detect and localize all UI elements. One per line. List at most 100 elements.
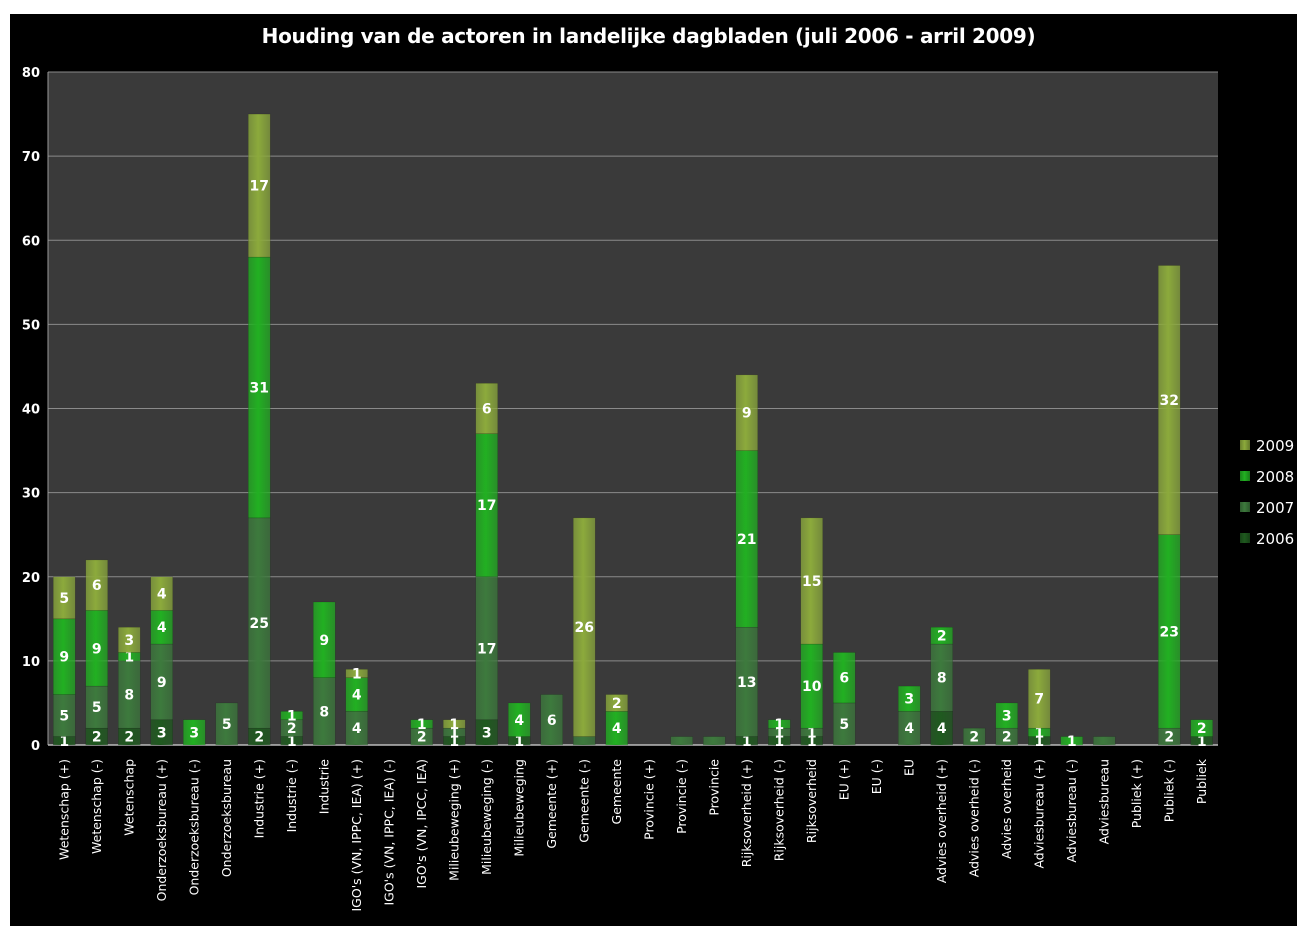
legend-label: 2008 bbox=[1256, 468, 1294, 486]
data-label: 2 bbox=[1197, 721, 1207, 737]
bar-segment-2007 bbox=[670, 736, 693, 746]
data-label: 32 bbox=[1160, 393, 1179, 409]
bar-segment-2008 bbox=[85, 610, 108, 687]
data-label: 3 bbox=[904, 692, 914, 708]
data-label: 6 bbox=[547, 713, 557, 729]
data-label: 9 bbox=[742, 406, 752, 422]
data-label: 4 bbox=[904, 721, 914, 737]
bar-segment-2008 bbox=[930, 626, 953, 645]
data-label: 5 bbox=[222, 717, 232, 733]
bar-segment-2009 bbox=[1028, 669, 1051, 729]
data-label: 10 bbox=[802, 679, 822, 695]
legend-label: 2007 bbox=[1256, 499, 1294, 517]
x-tick-label: Onderzoeksbureau (+) bbox=[154, 759, 169, 901]
bar-segment-2006 bbox=[800, 736, 823, 746]
bar-segment-2006 bbox=[443, 736, 466, 746]
x-tick-label: Rijksoverheid (-) bbox=[771, 759, 786, 861]
x-tick-label: Publiek bbox=[1194, 758, 1209, 804]
data-label: 5 bbox=[92, 700, 102, 716]
data-label: 5 bbox=[59, 591, 69, 607]
x-tick-label: Provincie (+) bbox=[641, 759, 656, 840]
bar-segment-2008 bbox=[118, 652, 141, 662]
bar-segment-2008 bbox=[183, 719, 206, 746]
data-label: 1 bbox=[124, 650, 134, 666]
data-label: 1 bbox=[59, 734, 69, 750]
x-tick-label: EU (-) bbox=[869, 759, 884, 794]
y-tick-label: 30 bbox=[22, 487, 40, 502]
data-label: 4 bbox=[157, 587, 167, 603]
bar-segment-2006 bbox=[768, 736, 791, 746]
x-tick-label: Industrie (+) bbox=[251, 759, 266, 838]
x-tick-label: Adviesbureau (+) bbox=[1031, 759, 1046, 869]
data-label: 8 bbox=[319, 704, 329, 720]
x-tick-label: EU bbox=[901, 759, 916, 776]
chart-title: Houding van de actoren in landelijke dag… bbox=[261, 24, 1036, 48]
y-tick-label: 80 bbox=[22, 66, 40, 81]
data-label: 1 bbox=[287, 734, 297, 750]
x-tick-label: Wetenschap (-) bbox=[89, 759, 104, 854]
data-label: 9 bbox=[157, 675, 167, 691]
bar-segment-2009 bbox=[735, 374, 758, 451]
bar-segment-2009 bbox=[345, 669, 368, 678]
data-label: 3 bbox=[482, 725, 492, 741]
data-label: 17 bbox=[477, 641, 496, 657]
x-tick-label: IGO's (VN, IPCC, IEA) bbox=[414, 759, 429, 889]
bar-segment-2008 bbox=[833, 652, 856, 704]
data-label: 2 bbox=[124, 730, 134, 746]
x-tick-label: Milieubeweging (-) bbox=[479, 759, 494, 875]
data-label: 13 bbox=[737, 675, 756, 691]
bar-segment-2009 bbox=[800, 517, 823, 645]
x-tick-label: Provincie bbox=[706, 759, 721, 816]
x-tick-label: Rijksoverheid bbox=[804, 759, 819, 843]
y-tick-label: 40 bbox=[22, 403, 40, 418]
data-label: 3 bbox=[157, 725, 167, 741]
data-label: 4 bbox=[352, 688, 362, 704]
data-label: 15 bbox=[802, 574, 821, 590]
x-tick-label: EU (+) bbox=[836, 759, 851, 800]
data-label: 1 bbox=[774, 717, 784, 733]
data-label: 26 bbox=[575, 620, 594, 636]
data-label: 4 bbox=[514, 713, 524, 729]
bar-segment-2007 bbox=[1093, 736, 1116, 746]
x-tick-label: Publiek (+) bbox=[1129, 759, 1144, 828]
y-tick-label: 70 bbox=[22, 150, 40, 165]
bar-segment-2008 bbox=[1060, 736, 1083, 746]
bar-segment-2007 bbox=[573, 736, 596, 746]
bar-segment-2007 bbox=[703, 736, 726, 746]
bar-segment-2009 bbox=[605, 694, 628, 712]
x-tick-label: Wetenschap bbox=[121, 759, 136, 836]
data-label: 21 bbox=[737, 532, 756, 548]
bar-segment-2009 bbox=[85, 559, 108, 611]
legend-label: 2006 bbox=[1256, 530, 1294, 548]
x-tick-label: Gemeente (+) bbox=[544, 759, 559, 849]
x-tick-label: Advies overheid bbox=[999, 759, 1014, 859]
data-label: 1 bbox=[742, 734, 752, 750]
x-tick-label: Milieubeweging bbox=[511, 759, 526, 857]
data-label: 1 bbox=[1034, 734, 1044, 750]
data-label: 17 bbox=[250, 179, 269, 195]
data-label: 8 bbox=[124, 688, 134, 704]
bar-segment-2008 bbox=[1190, 719, 1213, 737]
bar-segment-2008 bbox=[280, 711, 303, 721]
bar-segment-2007 bbox=[280, 719, 303, 737]
bar-segment-2008 bbox=[410, 719, 433, 729]
legend-swatch bbox=[1240, 471, 1250, 481]
data-label: 4 bbox=[157, 620, 167, 636]
x-tick-label: Gemeente bbox=[609, 759, 624, 825]
data-label: 4 bbox=[612, 721, 622, 737]
data-label: 1 bbox=[417, 717, 427, 733]
data-label: 3 bbox=[124, 633, 134, 649]
bar-segment-2008 bbox=[345, 677, 368, 712]
x-tick-label: Onderzoeksbureau (-) bbox=[186, 759, 201, 895]
bar-segment-2008 bbox=[898, 685, 921, 712]
bar-segment-2009 bbox=[118, 626, 141, 653]
bar-segment-2008 bbox=[508, 702, 531, 737]
x-tick-label: Adviesbureau bbox=[1096, 759, 1111, 844]
legend-swatch bbox=[1240, 440, 1250, 450]
data-label: 3 bbox=[189, 725, 199, 741]
legend-label: 2009 bbox=[1256, 437, 1294, 455]
data-label: 2 bbox=[254, 730, 264, 746]
x-tick-label: Gemeente (-) bbox=[576, 759, 591, 843]
data-label: 1 bbox=[514, 734, 524, 750]
x-tick-label: Industrie bbox=[316, 759, 331, 814]
